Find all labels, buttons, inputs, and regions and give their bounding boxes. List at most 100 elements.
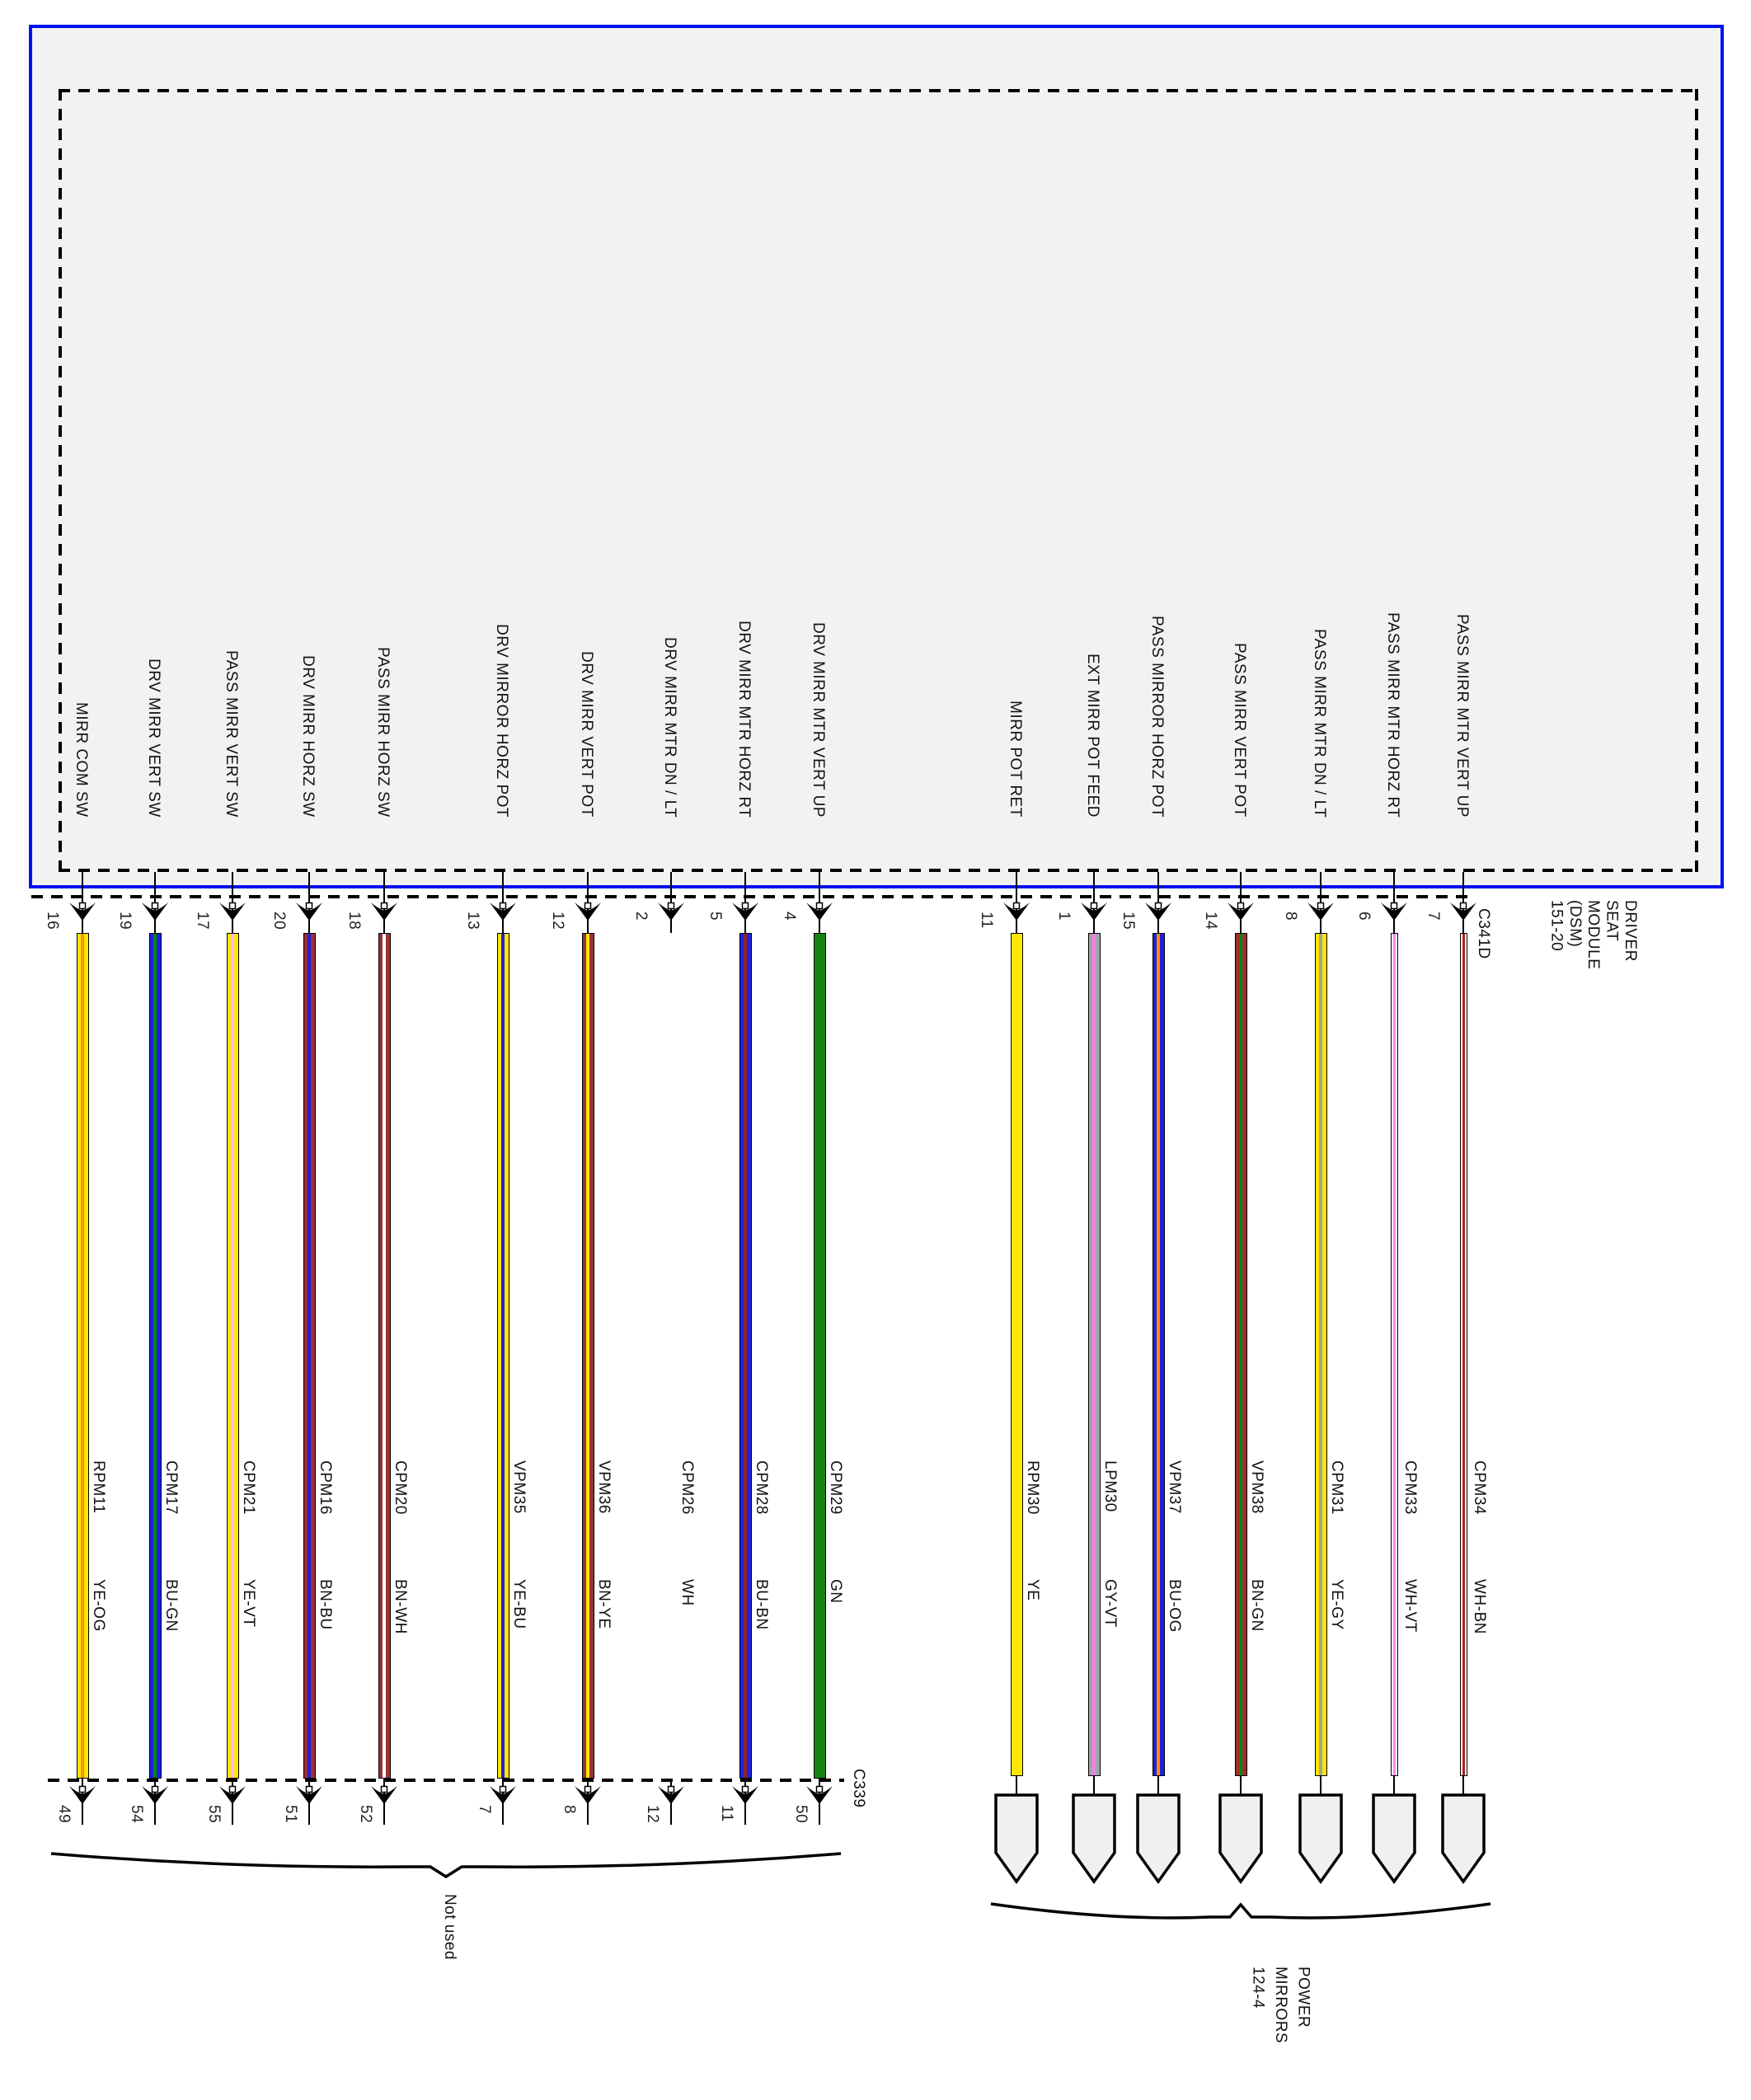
wire bbox=[1152, 933, 1165, 1776]
pin-function-label: DRV MIRR MTR VERT UP bbox=[809, 622, 827, 818]
wire-stripe bbox=[307, 934, 311, 1778]
pin-number-top: 16 bbox=[43, 912, 61, 930]
terminal-arrow-icon bbox=[658, 1785, 684, 1804]
pin-function-label: DRV MIRROR HORZ POT bbox=[492, 623, 510, 818]
wire-stripe bbox=[1393, 934, 1396, 1775]
wire-color-code-label: YE-OG bbox=[89, 1579, 107, 1632]
pin-number-top: 15 bbox=[1119, 912, 1137, 930]
wire-color-code-label: GN bbox=[826, 1579, 844, 1604]
wire-color-code-label: WH-VT bbox=[1401, 1579, 1419, 1633]
terminal-arrow-icon bbox=[142, 902, 168, 921]
terminal-arrow-icon bbox=[658, 902, 684, 921]
terminal-arrow-icon bbox=[1145, 902, 1171, 921]
wire-lead-bottom bbox=[1320, 1776, 1321, 1798]
pin-function-label: DRV MIRR VERT SW bbox=[144, 659, 162, 818]
pin-function-label: DRV MIRR MTR DN / LT bbox=[660, 636, 678, 818]
terminal-arrow-icon bbox=[806, 902, 833, 921]
circuit-id-label: VPM37 bbox=[1165, 1460, 1183, 1514]
circuit-id-label: CPM20 bbox=[391, 1460, 409, 1515]
power-mirrors-label-line: POWER bbox=[1294, 1966, 1312, 2028]
wire-color-code-label: WH-BN bbox=[1470, 1579, 1488, 1634]
pin-function-label: PASS MIRR MTR VERT UP bbox=[1453, 614, 1471, 818]
terminal-arrow-icon bbox=[1081, 902, 1107, 921]
pin-function-label: MIRR POT RET bbox=[1006, 701, 1024, 818]
circuit-id-label: CPM21 bbox=[239, 1460, 257, 1515]
mirror-terminal-icon bbox=[1298, 1793, 1343, 1884]
terminal-arrow-icon bbox=[296, 902, 322, 921]
pin-number-top: 6 bbox=[1354, 912, 1373, 921]
mirror-terminal-icon bbox=[1441, 1793, 1486, 1884]
wire-color-code-label: GY-VT bbox=[1101, 1579, 1119, 1628]
wire bbox=[227, 933, 239, 1779]
wire-stripe bbox=[1319, 934, 1322, 1775]
pin-number-top: 1 bbox=[1054, 912, 1073, 921]
terminal-arrow-icon bbox=[1381, 902, 1407, 921]
power-mirrors-label-line: 124-4 bbox=[1249, 1966, 1267, 2009]
power-mirrors-group-brace bbox=[990, 1902, 1491, 1920]
circuit-id-label: RPM11 bbox=[89, 1460, 107, 1514]
pin-number-top: 14 bbox=[1201, 912, 1219, 930]
pin-number-top: 20 bbox=[270, 912, 288, 930]
wire bbox=[1315, 933, 1327, 1776]
wire bbox=[1460, 933, 1467, 1776]
wire-lead-bottom bbox=[1240, 1776, 1242, 1798]
pin-number-top: 2 bbox=[631, 912, 650, 921]
wire-lead-bottom bbox=[1157, 1776, 1159, 1798]
wire-stripe bbox=[1462, 934, 1465, 1775]
wire-color-code-label: BU-OG bbox=[1165, 1579, 1183, 1633]
mirror-terminal-icon bbox=[1372, 1793, 1416, 1884]
wire bbox=[1391, 933, 1398, 1776]
not-used-label: Not used bbox=[440, 1894, 458, 1961]
circuit-id-label: VPM36 bbox=[594, 1460, 613, 1514]
pin-number-bottom: 8 bbox=[560, 1805, 578, 1815]
wire-stripe bbox=[501, 934, 505, 1778]
pin-function-label: PASS MIRR HORZ SW bbox=[373, 647, 392, 818]
wire-lead-bottom bbox=[1016, 1776, 1017, 1798]
wire-color-code-label: BU-BN bbox=[752, 1579, 770, 1630]
terminal-arrow-icon bbox=[371, 1785, 397, 1804]
pin-number-bottom: 7 bbox=[475, 1805, 493, 1815]
pin-number-bottom: 11 bbox=[717, 1805, 735, 1822]
wire-stripe bbox=[586, 934, 589, 1778]
wire-color-code-label: BU-GN bbox=[162, 1579, 180, 1632]
wire bbox=[582, 933, 594, 1779]
pin-function-label: EXT MIRR POT FEED bbox=[1083, 654, 1101, 818]
module-name-line: DRIVER bbox=[1622, 900, 1640, 962]
pin-number-top: 18 bbox=[345, 912, 363, 930]
c341d-connector-dashed-line bbox=[31, 895, 1469, 898]
terminal-arrow-icon bbox=[575, 902, 601, 921]
module-name-line: (DSM) bbox=[1566, 900, 1584, 948]
module-name-line: 151-20 bbox=[1547, 900, 1566, 952]
wire-color-code-label: WH bbox=[678, 1579, 696, 1606]
terminal-arrow-icon bbox=[219, 902, 246, 921]
pin-function-label: DRV MIRR VERT POT bbox=[577, 651, 595, 818]
wire-stripe bbox=[744, 934, 747, 1778]
driver-seat-module-box bbox=[29, 25, 1724, 888]
pin-number-top: 13 bbox=[463, 912, 481, 930]
pin-number-bottom: 54 bbox=[127, 1805, 145, 1824]
pin-number-bottom: 52 bbox=[356, 1805, 374, 1824]
pin-function-label: PASS MIRR MTR HORZ RT bbox=[1383, 612, 1401, 818]
wire-lead-bottom bbox=[1393, 1776, 1395, 1798]
connector-label-c341d: C341D bbox=[1474, 908, 1492, 959]
wire-color-code-label: YE bbox=[1023, 1579, 1041, 1601]
pin-number-top: 12 bbox=[548, 912, 566, 930]
pin-number-top: 17 bbox=[193, 912, 211, 930]
pin-function-label: DRV MIRR MTR HORZ RT bbox=[735, 620, 753, 818]
circuit-id-label: LPM30 bbox=[1101, 1460, 1119, 1512]
wire-lead-bottom bbox=[1093, 1776, 1095, 1798]
pin-function-label: PASS MIRROR HORZ POT bbox=[1148, 615, 1166, 818]
circuit-id-label: CPM16 bbox=[316, 1460, 334, 1515]
wire bbox=[77, 933, 89, 1779]
circuit-id-label: VPM38 bbox=[1247, 1460, 1265, 1514]
pin-number-top: 11 bbox=[977, 912, 995, 929]
wire-stripe bbox=[1239, 934, 1242, 1775]
wire-color-code-label: BN-GN bbox=[1247, 1579, 1265, 1632]
module-dashed-border-left bbox=[59, 89, 62, 872]
module-dashed-border-bottom bbox=[59, 869, 1698, 872]
pin-number-top: 19 bbox=[115, 912, 134, 930]
pin-number-bottom: 51 bbox=[281, 1805, 299, 1824]
wire bbox=[1235, 933, 1247, 1776]
terminal-arrow-icon bbox=[1307, 902, 1334, 921]
pin-function-label: MIRR COM SW bbox=[72, 702, 90, 818]
